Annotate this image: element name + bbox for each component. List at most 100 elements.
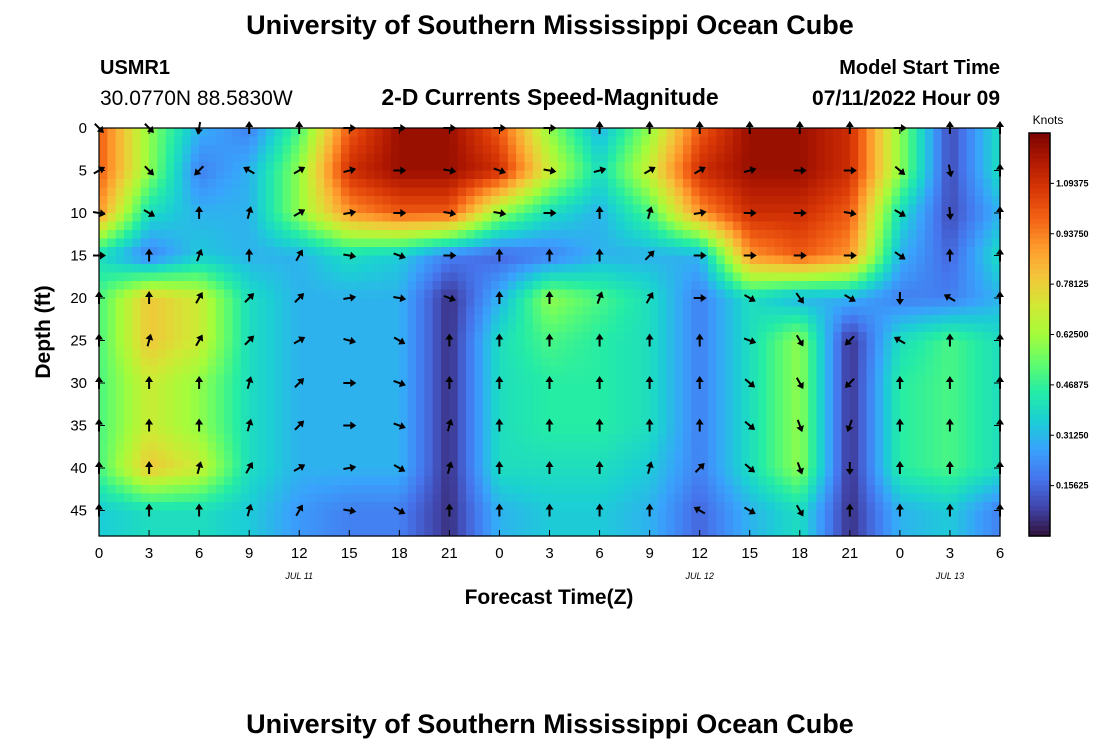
heatmap-cell xyxy=(424,247,434,257)
heatmap-cell xyxy=(140,476,150,486)
heatmap-cell xyxy=(624,459,634,469)
heatmap-cell xyxy=(574,153,584,163)
heatmap-cell xyxy=(666,400,676,410)
heatmap-cell xyxy=(891,179,901,189)
heatmap-cell xyxy=(624,281,634,291)
heatmap-cell xyxy=(799,145,809,155)
heatmap-cell xyxy=(783,408,793,418)
heatmap-cell xyxy=(207,204,217,214)
heatmap-cell xyxy=(949,434,959,444)
heatmap-cell xyxy=(808,264,818,274)
heatmap-cell xyxy=(607,391,617,401)
heatmap-cell xyxy=(157,434,167,444)
heatmap-cell xyxy=(249,383,259,393)
heatmap-cell xyxy=(774,408,784,418)
heatmap-cell xyxy=(674,476,684,486)
heatmap-cell xyxy=(899,434,909,444)
heatmap-cell xyxy=(107,434,117,444)
heatmap-cell xyxy=(858,230,868,240)
heatmap-cell xyxy=(232,153,242,163)
heatmap-cell xyxy=(966,391,976,401)
heatmap-cell xyxy=(708,476,717,486)
heatmap-cell xyxy=(666,357,676,367)
heatmap-cell xyxy=(265,255,275,265)
heatmap-cell xyxy=(165,272,175,282)
heatmap-cell xyxy=(215,128,225,138)
heatmap-cell xyxy=(582,434,592,444)
heatmap-cell xyxy=(215,400,225,410)
heatmap-cell xyxy=(624,493,634,503)
heatmap-cell xyxy=(916,298,926,308)
heatmap-cell xyxy=(382,289,392,299)
heatmap-cell xyxy=(441,391,450,401)
heatmap-cell xyxy=(207,272,217,282)
heatmap-cell xyxy=(933,221,943,231)
heatmap-cell xyxy=(482,476,492,486)
heatmap-cell xyxy=(524,459,534,469)
heatmap-cell xyxy=(299,323,309,333)
heatmap-cell xyxy=(858,170,868,180)
heatmap-cell xyxy=(557,179,567,189)
heatmap-cell xyxy=(365,128,375,138)
heatmap-cell xyxy=(182,272,192,282)
heatmap-cell xyxy=(182,221,192,231)
heatmap-cell xyxy=(107,281,117,291)
heatmap-cell xyxy=(958,196,968,206)
heatmap-cell xyxy=(149,213,158,223)
heatmap-cell xyxy=(724,145,734,155)
heatmap-cell xyxy=(966,255,976,265)
heatmap-cell xyxy=(449,391,459,401)
heatmap-cell xyxy=(441,136,450,146)
heatmap-cell xyxy=(632,459,642,469)
heatmap-cell xyxy=(958,298,968,308)
heatmap-cell xyxy=(791,357,801,367)
heatmap-cell xyxy=(516,349,526,359)
heatmap-cell xyxy=(399,247,409,257)
heatmap-cell xyxy=(582,247,592,257)
heatmap-cell xyxy=(841,493,851,503)
heatmap-cell xyxy=(165,298,175,308)
heatmap-cell xyxy=(466,374,476,384)
heatmap-cell xyxy=(541,459,551,469)
heatmap-cell xyxy=(741,230,751,240)
heatmap-cell xyxy=(224,332,234,342)
heatmap-cell xyxy=(808,272,818,282)
heatmap-cell xyxy=(215,255,225,265)
heatmap-cell xyxy=(774,451,784,461)
heatmap-cell xyxy=(249,230,259,240)
heatmap-cell xyxy=(941,332,951,342)
heatmap-cell xyxy=(340,383,350,393)
heatmap-cell xyxy=(582,510,592,520)
heatmap-cell xyxy=(399,136,409,146)
heatmap-cell xyxy=(974,213,984,223)
heatmap-cell xyxy=(691,170,701,180)
heatmap-cell xyxy=(499,340,509,350)
heatmap-cell xyxy=(240,238,250,248)
heatmap-cell xyxy=(307,459,317,469)
heatmap-cell xyxy=(949,315,959,325)
heatmap-cell xyxy=(749,383,759,393)
heatmap-cell xyxy=(507,493,517,503)
heatmap-cell xyxy=(724,434,734,444)
heatmap-cell xyxy=(582,357,592,367)
heatmap-cell xyxy=(224,323,234,333)
heatmap-cell xyxy=(808,289,818,299)
heatmap-cell xyxy=(299,459,309,469)
heatmap-cell xyxy=(274,289,284,299)
heatmap-cell xyxy=(682,136,692,146)
heatmap-cell xyxy=(783,349,793,359)
heatmap-cell xyxy=(566,289,576,299)
heatmap-cell xyxy=(207,434,217,444)
heatmap-cell xyxy=(265,425,275,435)
heatmap-cell xyxy=(132,476,142,486)
heatmap-cell xyxy=(908,153,918,163)
heatmap-cell xyxy=(908,306,918,316)
heatmap-cell xyxy=(274,213,284,223)
heatmap-cell xyxy=(624,442,634,452)
heatmap-cell xyxy=(874,400,884,410)
heatmap-cell xyxy=(849,425,859,435)
heatmap-cell xyxy=(182,128,192,138)
heatmap-cell xyxy=(949,442,959,452)
heatmap-cell xyxy=(315,493,325,503)
heatmap-cell xyxy=(916,510,926,520)
